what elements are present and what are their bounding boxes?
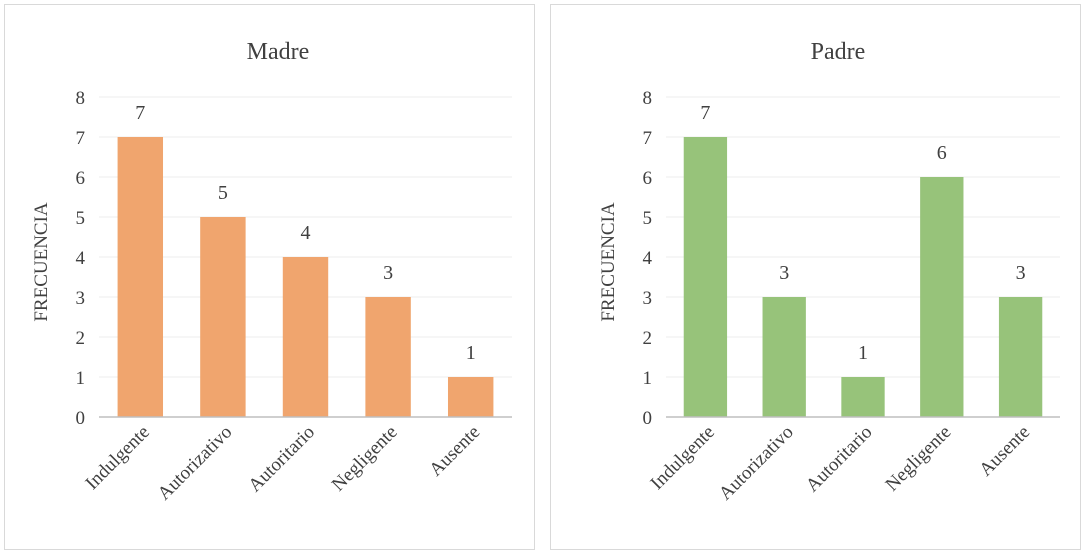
data-label: 1 [466, 342, 476, 364]
data-label: 5 [218, 182, 228, 204]
y-tick-label: 2 [76, 328, 86, 349]
bar [841, 377, 885, 417]
category-label: Indulgente [82, 422, 154, 494]
category-label: Autoritario [244, 422, 319, 497]
category-label: Autorizativo [154, 422, 237, 505]
y-tick-label: 5 [643, 208, 653, 229]
data-label: 6 [937, 142, 947, 164]
data-label: 3 [1016, 262, 1026, 284]
y-tick-label: 3 [76, 288, 86, 309]
bar [117, 137, 164, 417]
data-label: 3 [383, 262, 393, 284]
chart-padre: Padre FRECUENCIA 0 1 2 3 4 5 6 7 8 7 Indulgente 3 Au… [550, 4, 1081, 550]
y-tick-label: 1 [76, 368, 86, 389]
plot-area: 0 1 2 3 4 5 6 7 8 7 Indulgente 5 Autorizativo 4 Autori… [76, 88, 512, 505]
category-label: Autorizativo [715, 422, 798, 505]
category-label: Indulgente [647, 422, 719, 494]
data-label: 3 [779, 262, 789, 284]
y-tick-label: 4 [76, 248, 86, 269]
category-label: Negligente [328, 422, 402, 496]
chart-title: Madre [247, 39, 310, 65]
category-label: Negligente [882, 422, 956, 496]
bar [365, 297, 411, 417]
data-label: 7 [700, 102, 710, 124]
bar [282, 257, 329, 417]
y-axis-label: FRECUENCIA [598, 202, 619, 322]
chart-padre-svg: Padre FRECUENCIA 0 1 2 3 4 5 6 7 8 7 Indulgente 3 Au… [598, 39, 1060, 505]
category-label: Ausente [975, 422, 1034, 481]
y-tick-label: 6 [643, 168, 653, 189]
bar [762, 297, 806, 417]
y-tick-label: 8 [643, 88, 653, 109]
y-tick-label: 5 [76, 208, 86, 229]
bar [920, 177, 964, 417]
chart-title: Padre [811, 39, 866, 65]
category-label: Autoritario [802, 422, 877, 497]
bar [683, 137, 728, 417]
chart-madre: Madre FRECUENCIA 0 1 2 3 4 5 6 7 8 7 Indulgente 5 Au… [4, 4, 535, 550]
y-tick-label: 4 [643, 248, 653, 269]
y-tick-label: 0 [643, 408, 653, 429]
category-label: Ausente [425, 422, 484, 481]
y-tick-label: 6 [76, 168, 86, 189]
y-tick-label: 3 [643, 288, 653, 309]
y-tick-label: 8 [76, 88, 86, 109]
y-tick-label: 7 [643, 128, 653, 149]
bar [447, 377, 494, 417]
bar [200, 217, 246, 417]
y-tick-label: 0 [76, 408, 86, 429]
y-tick-label: 7 [76, 128, 86, 149]
y-tick-label: 2 [643, 328, 653, 349]
data-label: 1 [858, 342, 868, 364]
plot-area: 0 1 2 3 4 5 6 7 8 7 Indulgente 3 Autorizativo 1 Autori… [643, 88, 1060, 505]
bar [998, 297, 1043, 417]
data-label: 4 [301, 222, 311, 244]
y-axis-label: FRECUENCIA [31, 202, 52, 322]
data-label: 7 [135, 102, 145, 124]
y-tick-label: 1 [643, 368, 653, 389]
chart-madre-svg: Madre FRECUENCIA 0 1 2 3 4 5 6 7 8 7 Indulgente 5 Au… [31, 39, 512, 505]
